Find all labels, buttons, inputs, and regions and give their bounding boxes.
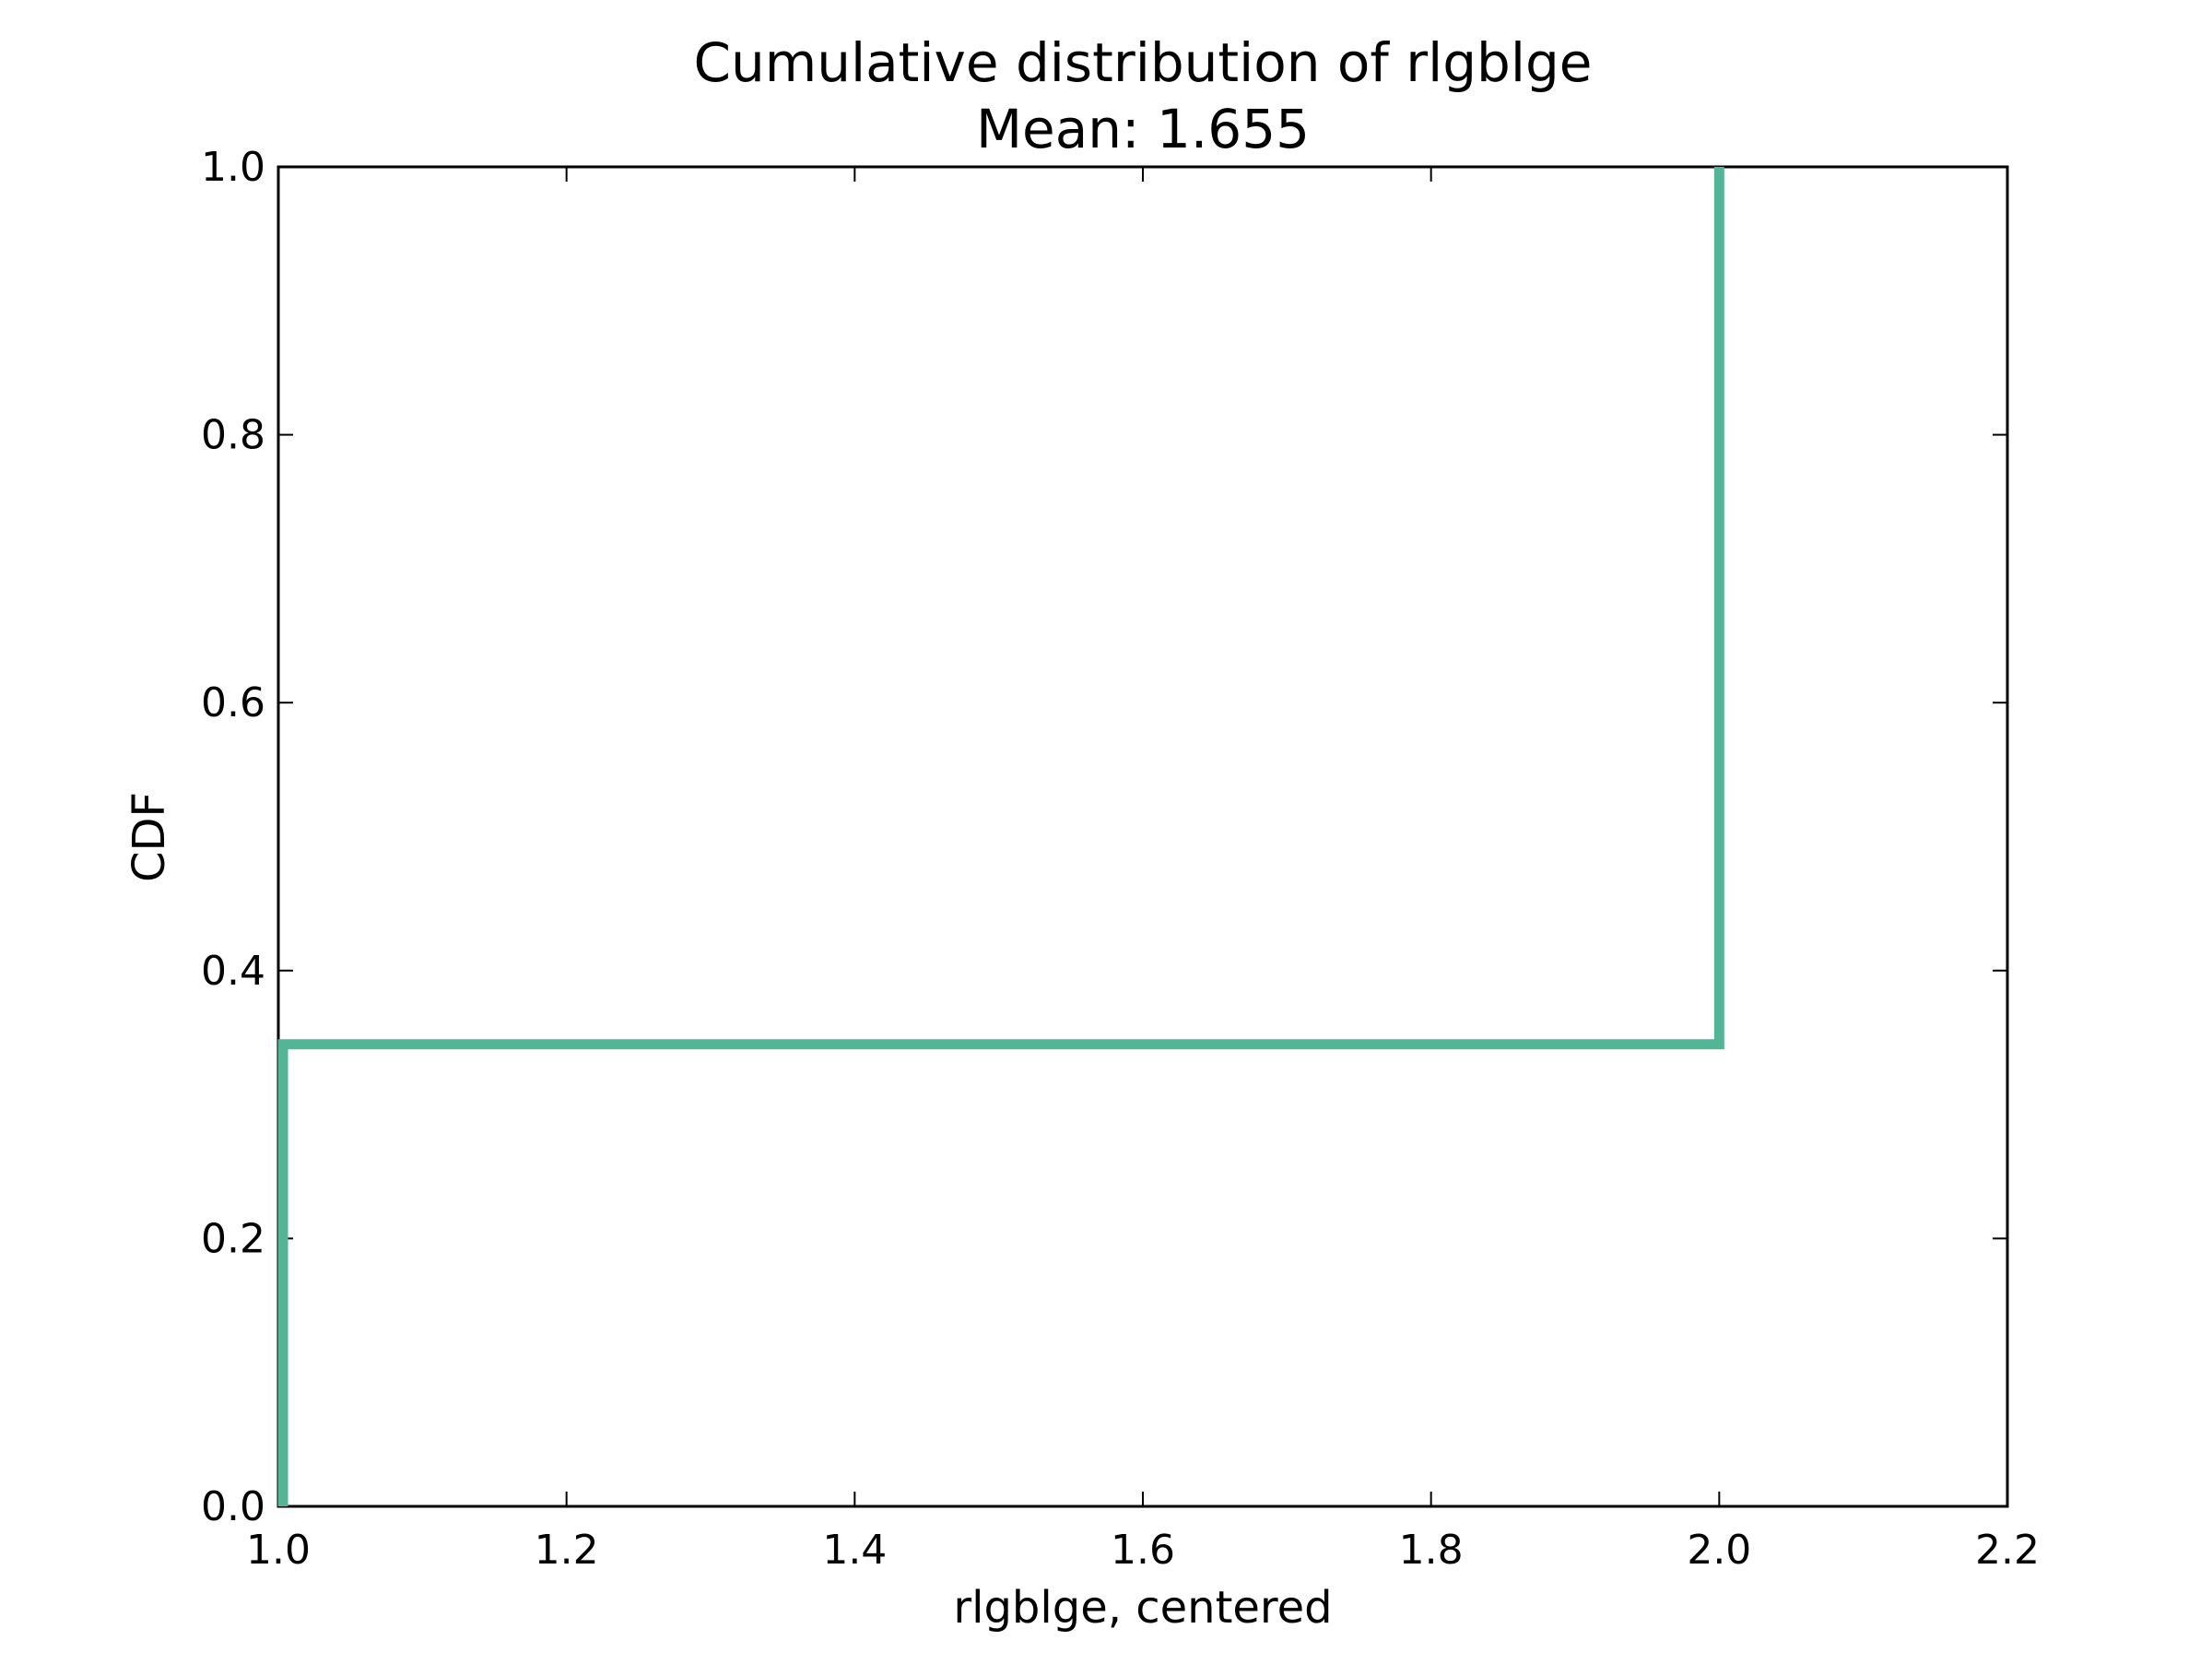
chart-title: Cumulative distribution of rlgblge <box>694 31 1593 94</box>
x-tick-label: 1.0 <box>246 1527 311 1574</box>
x-tick-label: 1.8 <box>1399 1527 1464 1574</box>
y-tick-label: 0.4 <box>201 948 265 995</box>
y-tick-label: 0.0 <box>201 1483 265 1530</box>
x-tick-label: 2.2 <box>1975 1527 2040 1574</box>
x-tick-label: 2.0 <box>1687 1527 1751 1574</box>
series-layer <box>277 167 1724 1506</box>
x-tick-label: 1.2 <box>535 1527 599 1574</box>
y-tick-label: 0.6 <box>201 679 265 726</box>
chart-subtitle: Mean: 1.655 <box>976 98 1310 160</box>
y-tick-label: 0.8 <box>201 412 265 459</box>
y-axis-ticks: 0.0 0.2 0.4 0.6 0.8 1.0 <box>201 144 2007 1530</box>
plot-area: 1.0 1.2 1.4 1.6 1.8 2.0 2.2 0.0 0.2 0.4 0.6 0.8 1.0 <box>201 144 2040 1574</box>
x-tick-label: 1.6 <box>1111 1527 1175 1574</box>
y-tick-label: 0.2 <box>201 1215 265 1262</box>
x-axis-label: rlgblge, centered <box>953 1582 1332 1634</box>
y-axis-label: CDF <box>124 792 175 882</box>
x-tick-label: 1.4 <box>822 1527 887 1574</box>
x-axis-ticks: 1.0 1.2 1.4 1.6 1.8 2.0 2.2 <box>246 167 2040 1574</box>
cdf-step-line <box>277 167 1724 1506</box>
y-tick-label: 1.0 <box>201 144 265 191</box>
